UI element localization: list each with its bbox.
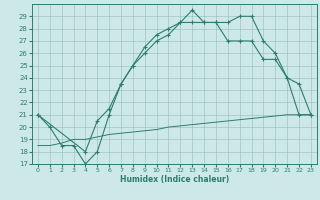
X-axis label: Humidex (Indice chaleur): Humidex (Indice chaleur) [120, 175, 229, 184]
